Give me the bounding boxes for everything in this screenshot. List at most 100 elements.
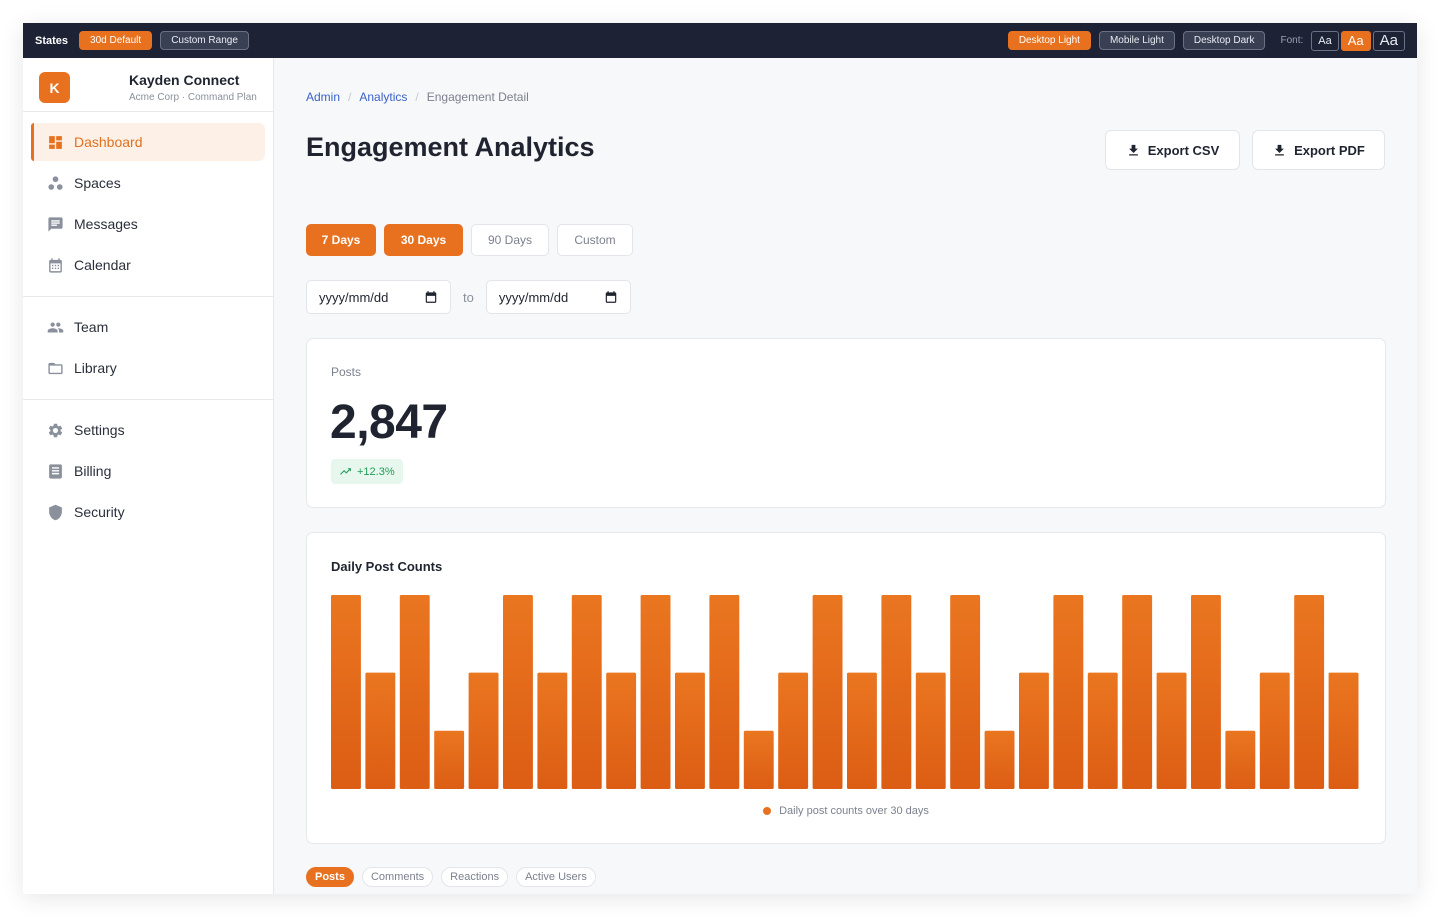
sidebar-item-library[interactable]: Library <box>31 349 265 387</box>
chart-bar-day-15 <box>812 595 843 789</box>
tab-posts[interactable]: Posts <box>306 867 354 887</box>
brand-header: K Kayden Connect Acme Corp · Command Pla… <box>23 58 273 112</box>
font-size-label: Font: <box>1280 35 1304 46</box>
chart-bar-day-7 <box>537 672 568 789</box>
font-medium-button[interactable]: Aa <box>1340 30 1371 51</box>
sidebar-item-security[interactable]: Security <box>31 493 265 531</box>
trending-up-icon <box>340 468 351 475</box>
chart-bar-day-23 <box>1087 672 1118 789</box>
date-to-placeholder: yyyy/mm/dd <box>498 289 569 305</box>
sidebar: K Kayden Connect Acme Corp · Command Pla… <box>23 58 274 894</box>
state-30d-default-button[interactable]: 30d Default <box>79 31 153 50</box>
sidebar-item-label: Library <box>74 360 117 376</box>
chart-bar-day-16 <box>847 672 877 789</box>
receipt-icon <box>46 462 64 480</box>
range-90-days-button[interactable]: 90 Days <box>471 224 549 256</box>
calendar-icon <box>46 256 64 274</box>
legend-label: Daily post counts over 30 days <box>779 805 929 817</box>
breadcrumb-analytics-link[interactable]: Analytics <box>359 90 408 104</box>
chart-bar-day-25 <box>1156 672 1187 789</box>
stat-delta-value: +12.3% <box>357 465 395 478</box>
team-icon <box>46 318 64 336</box>
brand-subtitle: Acme Corp · Command Plan <box>129 92 257 103</box>
sidebar-item-calendar[interactable]: Calendar <box>31 246 265 284</box>
date-from-input[interactable]: yyyy/mm/dd <box>306 280 451 314</box>
stat-label: Posts <box>331 365 362 379</box>
export-csv-button[interactable]: Export CSV <box>1105 130 1240 170</box>
chart-bar-day-5 <box>468 672 499 789</box>
page-title: Engagement Analytics <box>306 132 595 162</box>
breadcrumb-current: Engagement Detail <box>426 90 529 104</box>
sidebar-item-messages[interactable]: Messages <box>31 205 265 243</box>
state-bar-label: States <box>35 34 69 47</box>
breadcrumb: Admin / Analytics / Engagement Detail <box>306 90 529 104</box>
font-small-button[interactable]: Aa <box>1311 30 1339 51</box>
shield-icon <box>46 503 64 521</box>
range-7-days-button[interactable]: 7 Days <box>306 224 376 256</box>
view-desktop-light-button[interactable]: Desktop Light <box>1007 31 1091 50</box>
view-desktop-dark-button[interactable]: Desktop Dark <box>1182 31 1266 50</box>
chart-bar-day-26 <box>1191 595 1221 789</box>
chart-bar-day-19 <box>950 595 981 789</box>
chart-bar-day-14 <box>778 672 809 789</box>
sidebar-item-label: Dashboard <box>74 134 143 150</box>
chart-legend: Daily post counts over 30 days <box>307 805 1385 817</box>
sidebar-item-label: Team <box>74 319 109 335</box>
download-icon <box>1275 144 1284 155</box>
sidebar-item-label: Messages <box>74 216 138 232</box>
calendar-icon[interactable] <box>424 290 438 304</box>
date-to-input[interactable]: yyyy/mm/dd <box>485 280 631 314</box>
calendar-icon[interactable] <box>604 290 618 304</box>
date-from-placeholder: yyyy/mm/dd <box>319 289 389 305</box>
chart-bar-day-28 <box>1259 672 1290 789</box>
chart-bar-day-8 <box>571 595 602 789</box>
chart-bar-day-6 <box>503 595 533 789</box>
date-to-label: to <box>463 289 474 305</box>
sidebar-item-spaces[interactable]: Spaces <box>31 164 265 202</box>
range-30-days-button[interactable]: 30 Days <box>384 224 463 256</box>
daily-posts-bar-chart <box>331 595 1359 789</box>
state-custom-range-button[interactable]: Custom Range <box>160 31 249 50</box>
chart-bar-day-4 <box>434 730 465 789</box>
breadcrumb-separator: / <box>348 90 352 104</box>
chart-bar-day-22 <box>1053 595 1084 789</box>
posts-stat-card: Posts 2,847 +12.3% <box>306 338 1386 508</box>
view-mobile-light-button[interactable]: Mobile Light <box>1098 31 1175 50</box>
chart-bar-day-13 <box>743 730 774 789</box>
tab-comments[interactable]: Comments <box>361 867 434 887</box>
legend-swatch <box>763 807 772 815</box>
stat-delta-badge: +12.3% <box>331 459 403 484</box>
sidebar-item-settings[interactable]: Settings <box>31 411 265 449</box>
breadcrumb-admin-link[interactable]: Admin <box>306 90 341 104</box>
sidebar-item-dashboard[interactable]: Dashboard <box>31 123 265 161</box>
font-large-button[interactable]: Aa <box>1372 30 1405 51</box>
sidebar-item-team[interactable]: Team <box>31 308 265 346</box>
nav-group-main: Dashboard Spaces Messages Calendar <box>23 112 273 297</box>
range-custom-button[interactable]: Custom <box>557 224 633 256</box>
export-csv-label: Export CSV <box>1147 142 1220 158</box>
tab-reactions[interactable]: Reactions <box>441 867 509 887</box>
sidebar-item-label: Settings <box>74 422 125 438</box>
export-pdf-button[interactable]: Export PDF <box>1252 130 1385 170</box>
date-range-selector: 7 Days 30 Days 90 Days Custom <box>306 224 641 256</box>
tab-active-users[interactable]: Active Users <box>516 867 596 887</box>
chart-bar-day-30 <box>1328 672 1359 789</box>
nav-group-account: Settings Billing Security <box>23 400 273 543</box>
chart-bar-day-10 <box>640 595 671 789</box>
nav-group-content: Team Library <box>23 297 273 400</box>
chart-bar-day-29 <box>1294 595 1325 789</box>
sidebar-item-billing[interactable]: Billing <box>31 452 265 490</box>
stat-value: 2,847 <box>330 396 448 449</box>
chart-bar-day-17 <box>881 595 912 789</box>
brand-name: Kayden Connect <box>129 72 240 88</box>
brand-logo[interactable]: K <box>39 72 70 103</box>
custom-date-inputs: yyyy/mm/dd to yyyy/mm/dd <box>306 280 631 314</box>
state-bar: States 30d Default Custom Range Desktop … <box>23 23 1417 58</box>
sidebar-item-label: Billing <box>74 463 112 479</box>
folder-icon <box>46 359 64 377</box>
daily-posts-chart-card: Daily Post Counts Daily post counts over… <box>306 532 1386 844</box>
chart-title: Daily Post Counts <box>331 559 443 574</box>
chart-bar-day-24 <box>1122 595 1153 789</box>
chart-bar-day-21 <box>1019 672 1049 789</box>
chart-bar-day-20 <box>984 730 1015 789</box>
